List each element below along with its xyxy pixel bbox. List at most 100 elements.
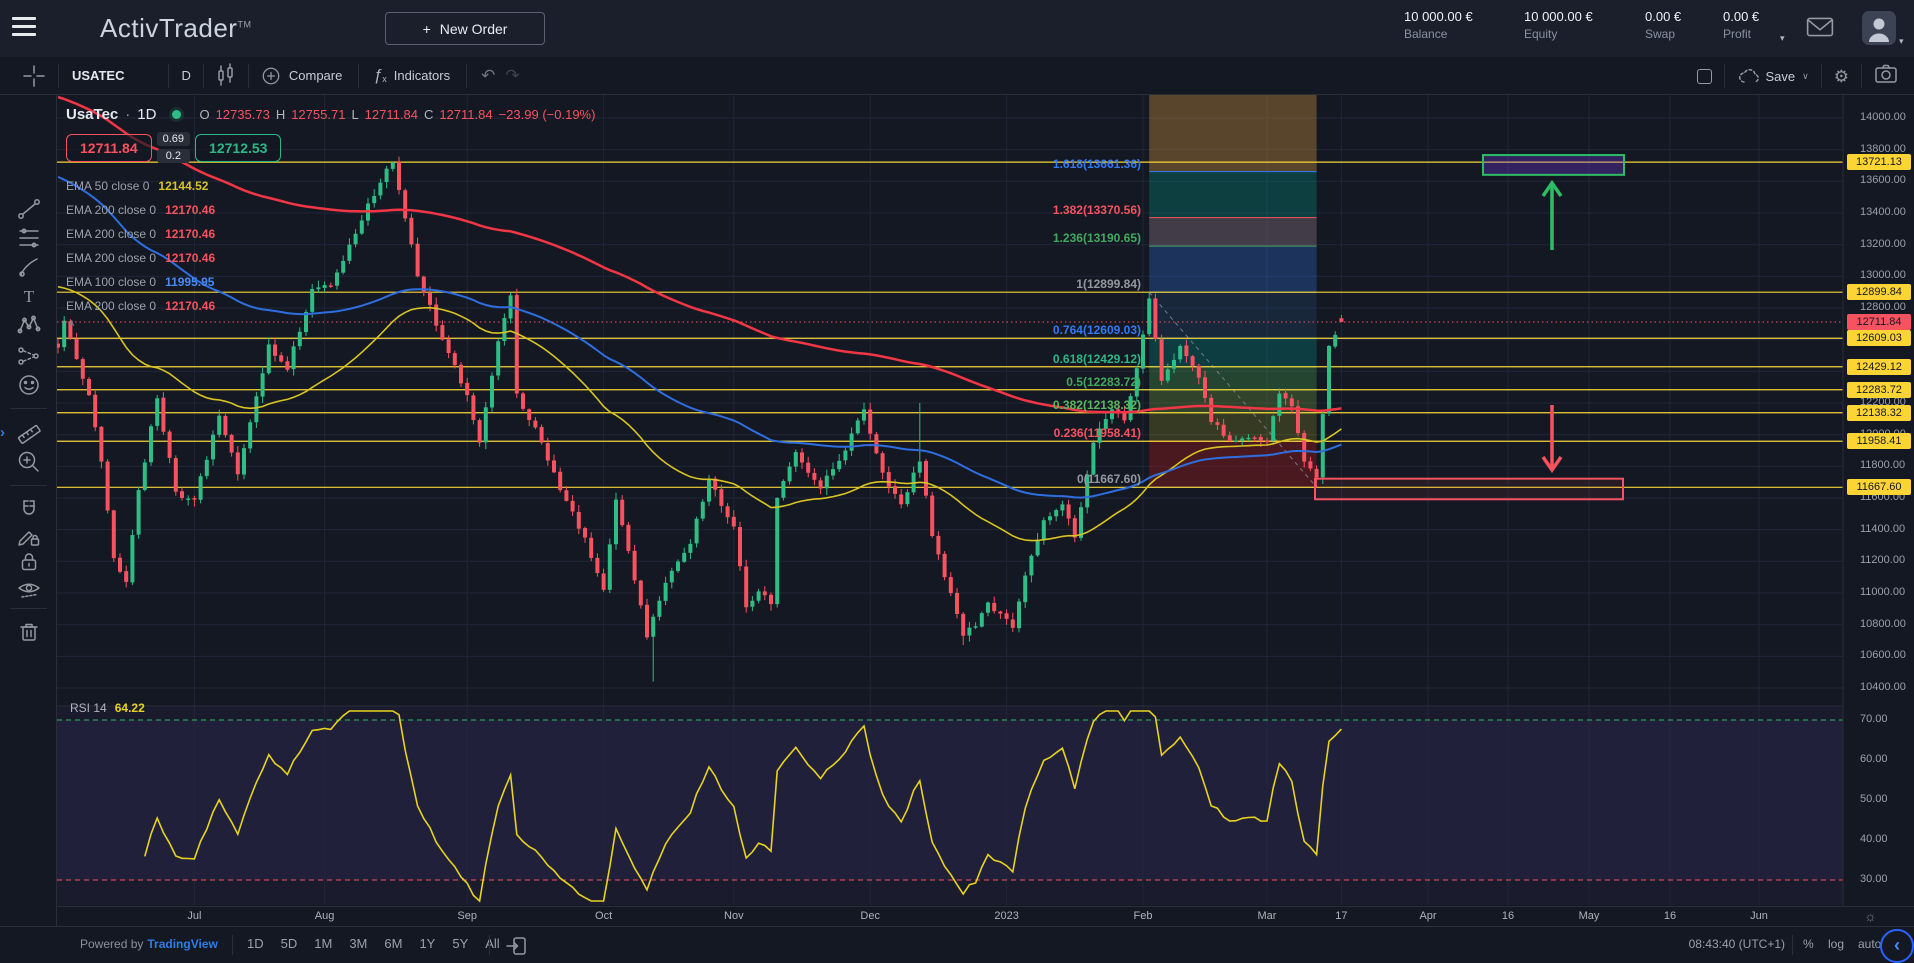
drawing-edit-lock-icon[interactable] bbox=[15, 523, 43, 551]
undo-icon[interactable]: ↶ bbox=[481, 65, 496, 85]
price-level-badge: 12609.03 bbox=[1847, 330, 1911, 347]
rsi-axis-label: 30.00 bbox=[1860, 873, 1888, 885]
time-axis-label: Sep bbox=[457, 910, 477, 922]
zoom-in-icon[interactable] bbox=[15, 448, 43, 476]
balance-stat: 10 000.00 € Balance bbox=[1404, 9, 1473, 41]
collapse-panel-button[interactable]: ‹ bbox=[1880, 929, 1914, 963]
sell-bid-button[interactable]: 12711.84 bbox=[66, 133, 152, 162]
indicator-legend-row[interactable]: EMA 200 close 0 12170.46 bbox=[66, 226, 216, 241]
time-axis-label: Nov bbox=[724, 910, 744, 922]
trend-line-tool-icon[interactable] bbox=[15, 195, 43, 223]
legend-symbol[interactable]: UsaTec bbox=[66, 106, 119, 123]
range-button-1y[interactable]: 1Y bbox=[419, 936, 436, 951]
indicator-legend-list: EMA 50 close 0 12144.52 EMA 200 close 0 121… bbox=[66, 176, 595, 315]
price-axis-label: 10800.00 bbox=[1860, 617, 1906, 630]
candles-series bbox=[56, 156, 1344, 682]
range-button-5y[interactable]: 5Y bbox=[452, 936, 469, 951]
indicator-legend-row[interactable]: EMA 50 close 0 12144.52 bbox=[66, 178, 209, 193]
fib-retracement-tool-icon[interactable] bbox=[15, 224, 43, 252]
price-axis-label: 11400.00 bbox=[1860, 522, 1906, 535]
range-button-1d[interactable]: 1D bbox=[247, 936, 264, 951]
percent-scale-toggle[interactable]: % bbox=[1803, 937, 1814, 951]
clock[interactable]: 08:43:40 (UTC+1) bbox=[1688, 937, 1785, 951]
rsi-axis-label: 70.00 bbox=[1860, 713, 1888, 725]
range-button-5d[interactable]: 5D bbox=[280, 936, 298, 951]
indicator-legend-row[interactable]: EMA 200 close 0 12170.46 bbox=[66, 298, 216, 313]
auto-scale-toggle[interactable]: auto bbox=[1858, 937, 1882, 951]
swap-stat: 0.00 € Swap bbox=[1645, 9, 1682, 41]
market-status-dot[interactable] bbox=[172, 110, 182, 119]
demand-zone[interactable] bbox=[1314, 477, 1624, 501]
redo-icon[interactable]: ↷ bbox=[505, 65, 520, 85]
save-button[interactable]: Save ∨ bbox=[1737, 66, 1809, 86]
range-button-6m[interactable]: 6M bbox=[384, 936, 403, 951]
crosshair-tool-icon[interactable] bbox=[20, 62, 48, 90]
screenshot-camera-icon[interactable] bbox=[1874, 63, 1898, 90]
ema-200-line bbox=[57, 95, 1342, 414]
current-price-badge: 12711.84 bbox=[1847, 313, 1911, 330]
interval-button[interactable]: D bbox=[181, 68, 191, 83]
panel-expander-icon[interactable]: › bbox=[0, 424, 5, 441]
magnet-icon[interactable] bbox=[15, 495, 43, 523]
emoji-tool-icon[interactable] bbox=[15, 371, 43, 399]
save-caret-icon: ∨ bbox=[1802, 70, 1809, 81]
session-sun-icon[interactable]: ☼ bbox=[1864, 908, 1877, 924]
legend-collapse-icon[interactable]: ∧ bbox=[68, 318, 76, 329]
profit-stat: 0.00 € Profit bbox=[1723, 9, 1760, 41]
menu-icon[interactable] bbox=[12, 17, 38, 39]
go-to-date-icon[interactable] bbox=[505, 934, 529, 963]
up-arrow[interactable] bbox=[1541, 179, 1563, 250]
avatar[interactable] bbox=[1862, 11, 1896, 45]
rsi-line bbox=[144, 710, 1342, 903]
measure-ruler-icon[interactable] bbox=[15, 420, 43, 448]
text-tool-icon[interactable]: T bbox=[15, 282, 43, 310]
lock-all-icon[interactable] bbox=[15, 548, 43, 576]
symbol-button[interactable]: USATEC bbox=[72, 68, 125, 83]
down-arrow[interactable] bbox=[1541, 405, 1563, 474]
indicator-legend-row[interactable]: EMA 100 close 0 11995.95 bbox=[66, 274, 215, 289]
time-axis-label: Mar bbox=[1257, 910, 1277, 922]
profit-caret-icon[interactable]: ▾ bbox=[1780, 33, 1785, 43]
tradingview-link[interactable]: TradingView bbox=[147, 937, 218, 951]
avatar-caret-icon[interactable]: ▾ bbox=[1899, 36, 1904, 46]
forecast-tool-icon[interactable] bbox=[15, 342, 43, 370]
indicator-legend-row[interactable]: EMA 200 close 0 12170.46 bbox=[66, 202, 216, 217]
drawing-toolbar: T bbox=[0, 95, 57, 926]
compare-button[interactable]: Compare bbox=[259, 64, 342, 88]
buy-ask-button[interactable]: 12712.53 bbox=[195, 133, 282, 162]
indicator-legend-row[interactable]: EMA 200 close 0 12170.46 bbox=[66, 250, 216, 265]
mail-icon[interactable] bbox=[1806, 15, 1834, 44]
new-order-button[interactable]: + New Order bbox=[385, 12, 545, 45]
range-button-1m[interactable]: 1M bbox=[314, 936, 333, 951]
time-axis-label: Jun bbox=[1750, 910, 1768, 922]
legend-interval: 1D bbox=[137, 106, 157, 123]
price-axis[interactable]: 14000.00 13800.00 13600.00 13400.00 13200.00… bbox=[1844, 95, 1914, 926]
chart-toolbar: USATEC D Compare ƒ x Indicators ↶ ↷ bbox=[0, 57, 1914, 95]
hide-drawings-icon[interactable] bbox=[15, 575, 43, 603]
rsi-legend[interactable]: RSI 14 64.22 bbox=[70, 701, 145, 715]
plus-icon: + bbox=[422, 20, 431, 37]
time-axis-label: Aug bbox=[314, 910, 335, 922]
settings-gear-icon[interactable]: ⚙ bbox=[1833, 66, 1849, 86]
time-axis[interactable]: ☼ Jul Aug Sep Oct Nov Dec 2023 Feb Mar 17 Apr 16 May… bbox=[0, 906, 1914, 926]
account-stats: 10 000.00 € Balance 10 000.00 € Equity 0.0… bbox=[1404, 9, 1795, 41]
range-button-all[interactable]: All bbox=[485, 936, 500, 951]
rsi-value: 64.22 bbox=[114, 701, 145, 715]
delete-trash-icon[interactable] bbox=[15, 618, 43, 646]
price-axis-label: 13600.00 bbox=[1860, 174, 1906, 187]
log-scale-toggle[interactable]: log bbox=[1828, 937, 1845, 951]
price-axis-label: 14000.00 bbox=[1860, 111, 1906, 123]
fx-icon: ƒ bbox=[373, 66, 383, 84]
svg-text:T: T bbox=[24, 287, 35, 306]
xabcd-pattern-tool-icon[interactable] bbox=[15, 311, 43, 339]
layout-icon[interactable] bbox=[1696, 68, 1712, 84]
range-selector: 1D 5D 1M 3M 6M 1Y 5Y All bbox=[247, 936, 517, 951]
brush-tool-icon[interactable] bbox=[15, 253, 43, 281]
spread-bottom: 0.2 bbox=[156, 149, 191, 163]
indicators-button[interactable]: ƒ x Indicators bbox=[373, 66, 451, 84]
ohlc-values: O 12735.73 H 12755.71 L 12711.84 C 12711.84 … bbox=[199, 107, 596, 122]
supply-zone[interactable] bbox=[1482, 154, 1625, 176]
chart-style-icon[interactable] bbox=[212, 62, 240, 90]
range-button-3m[interactable]: 3M bbox=[349, 936, 368, 951]
